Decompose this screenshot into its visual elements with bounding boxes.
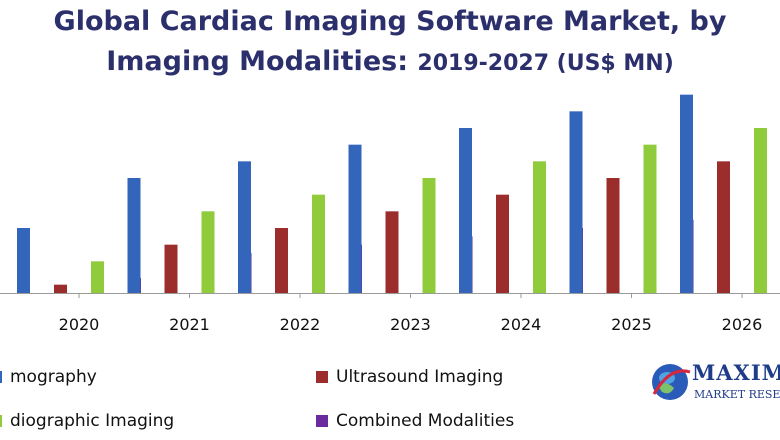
bar-ultrasound-imaging-2026: [717, 161, 730, 293]
legend-swatch-radiographic: [0, 415, 2, 427]
x-tick-label-2024: 2024: [501, 315, 542, 334]
maximize-logo: MAXIMIZE MARKET RESEARCH: [650, 356, 780, 416]
bar-ultrasound-imaging-2022: [275, 228, 288, 293]
legend-swatch-ultrasound: [316, 371, 328, 383]
bar-ultrasound-imaging-2025: [606, 178, 620, 293]
bar-ultrasound-imaging-2024: [496, 194, 509, 293]
x-tick-label-2026: 2026: [722, 315, 763, 334]
bar-radiographic-imaging-2022: [312, 194, 325, 293]
bar-radiographic-imaging-2025: [643, 144, 657, 293]
chart-title-line1: Global Cardiac Imaging Software Market, …: [53, 6, 727, 37]
bar-ultrasound-imaging-2021: [164, 244, 178, 293]
bar-radiographic-imaging-2023: [422, 178, 436, 293]
legend-ultrasound: Ultrasound Imaging: [316, 365, 503, 389]
globe-icon: [652, 364, 691, 400]
chart-title-line2: Imaging Modalities: 2019-2027 (US$ MN): [0, 42, 780, 84]
x-tick-label-2021: 2021: [169, 315, 210, 334]
bar-radiographic-imaging-2026: [754, 128, 767, 293]
bar-radiographic-imaging-2024: [533, 161, 546, 293]
legend-label-ultrasound: Ultrasound Imaging: [336, 367, 504, 387]
legend-label-combined: Combined Modalities: [336, 411, 515, 431]
legend-label-radiographic: diographic Imaging: [10, 411, 175, 431]
bar-ultrasound-imaging-2020: [54, 284, 67, 293]
logo-subtitle: MARKET RESEARCH: [694, 388, 780, 401]
legend-label-tomography: mography: [10, 367, 97, 387]
legend-combined: Combined Modalities: [316, 409, 514, 433]
legend-swatch-combined: [316, 415, 328, 427]
bar-tomography-2026: [680, 94, 693, 294]
bar-tomography-2024: [459, 128, 472, 293]
logo-name: MAXIMIZE: [692, 360, 780, 385]
bar-tomography-2025: [569, 111, 583, 293]
x-tick-label-2023: 2023: [390, 315, 431, 334]
legend-swatch-tomography: [0, 371, 2, 383]
chart-title: Global Cardiac Imaging Software Market, …: [0, 2, 780, 84]
x-tick-label-2025: 2025: [611, 315, 652, 334]
legend-tomography: mography: [0, 365, 97, 389]
legend-radiographic: diographic Imaging: [0, 409, 174, 433]
x-tick-label-2022: 2022: [280, 315, 321, 334]
bar-tomography-2022: [238, 161, 251, 293]
bar-ultrasound-imaging-2023: [385, 211, 399, 293]
chart-title-years: 2019-2027 (US$ MN): [417, 51, 674, 76]
bar-tomography-2023: [348, 144, 362, 293]
chart-title-main: Imaging Modalities:: [106, 46, 408, 77]
bar-tomography-2021: [127, 178, 141, 293]
bar-radiographic-imaging-2021: [201, 211, 215, 293]
bar-tomography-2020: [17, 228, 30, 293]
x-tick-label-2020: 2020: [59, 315, 100, 334]
bar-radiographic-imaging-2020: [91, 261, 104, 293]
